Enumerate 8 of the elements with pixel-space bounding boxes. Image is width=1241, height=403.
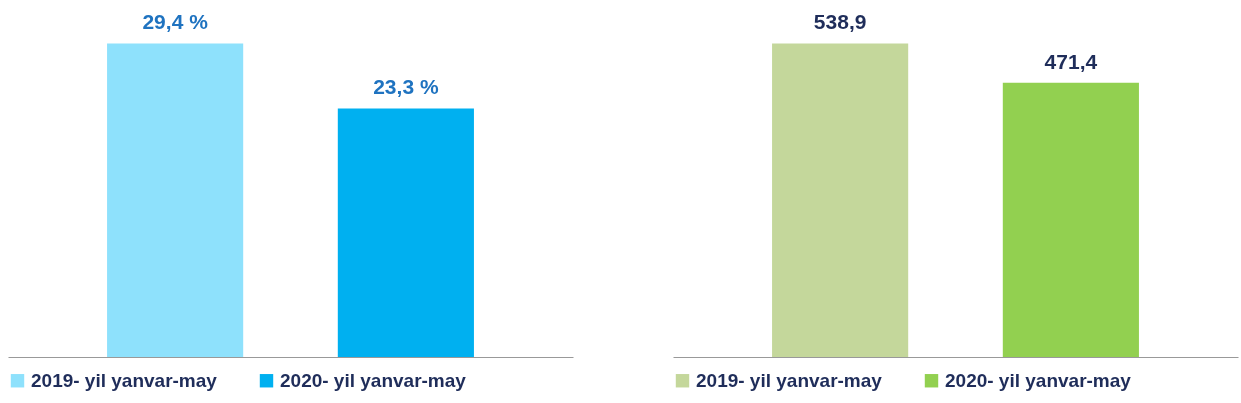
data-label: 538,9 — [813, 10, 867, 34]
data-label: 23,3 % — [373, 75, 439, 99]
data-label: 471,4 — [1044, 49, 1098, 73]
legend-label: 2019- yil yanvar-may — [31, 369, 218, 391]
data-label: 29,4 % — [142, 10, 209, 34]
legend-label: 2020- yil yanvar-may — [945, 369, 1132, 391]
legend-label: 2020- yil yanvar-may — [280, 369, 467, 391]
legend-label: 2019- yil yanvar-may — [696, 369, 883, 391]
